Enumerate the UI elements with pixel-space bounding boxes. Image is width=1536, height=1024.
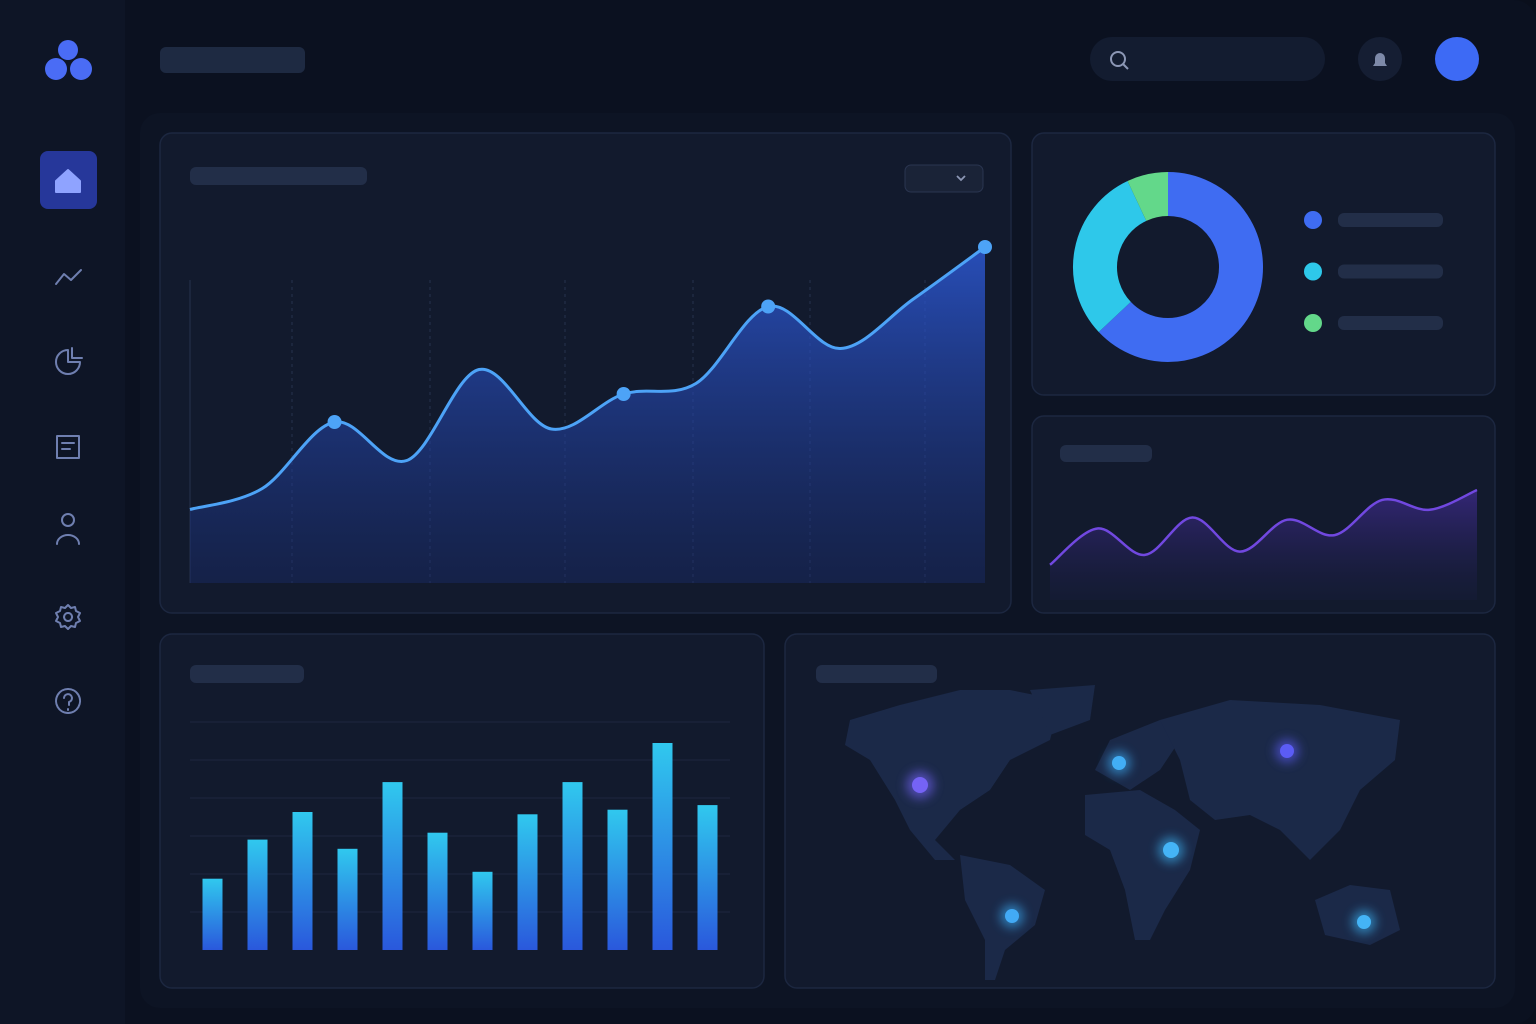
search-lens	[1110, 51, 1126, 67]
bar	[337, 848, 358, 950]
map-point[interactable]	[1112, 756, 1126, 770]
map-point[interactable]	[912, 777, 928, 793]
donut-segment	[1073, 181, 1148, 333]
title-placeholder	[1060, 445, 1152, 462]
avatar[interactable]	[1435, 37, 1479, 81]
dropdown[interactable]	[904, 164, 984, 193]
map-point[interactable]	[1280, 744, 1294, 758]
legend-swatch	[1304, 211, 1322, 229]
continent	[1085, 790, 1200, 940]
map-point[interactable]	[1005, 909, 1019, 923]
dropdown-chevron	[956, 175, 966, 182]
point	[978, 240, 992, 254]
legend-swatch	[1304, 314, 1322, 332]
bar	[382, 782, 403, 950]
bar	[202, 878, 223, 950]
point	[761, 299, 776, 314]
continent	[1030, 685, 1095, 735]
bar	[697, 805, 718, 950]
trend-icon[interactable]	[55, 269, 82, 285]
donut-segment	[1127, 172, 1169, 222]
report-icon[interactable]	[56, 435, 80, 459]
bar	[472, 871, 493, 950]
logo-dot	[58, 40, 78, 60]
title-placeholder	[190, 665, 304, 683]
legend-placeholder	[1338, 316, 1443, 330]
continent	[1160, 700, 1400, 860]
title-placeholder	[816, 665, 937, 683]
search-icon	[1110, 51, 1129, 70]
user-icon[interactable]	[56, 513, 80, 545]
search-handle	[1122, 63, 1129, 70]
map-point[interactable]	[1163, 842, 1179, 858]
legend-swatch	[1304, 262, 1322, 281]
bar	[427, 832, 448, 950]
area	[1050, 490, 1477, 600]
map-points	[906, 739, 1376, 934]
home-icon[interactable]	[55, 169, 81, 193]
help-icon[interactable]	[55, 688, 82, 714]
nav-icons	[55, 169, 83, 714]
logo-dot	[70, 58, 92, 80]
bar	[652, 743, 673, 950]
legend-placeholder	[1338, 213, 1443, 227]
bar	[562, 782, 583, 950]
map-point[interactable]	[1357, 915, 1371, 929]
bar	[292, 812, 313, 950]
point	[616, 387, 631, 401]
bar	[607, 809, 628, 950]
bar	[247, 839, 268, 950]
point	[327, 415, 342, 429]
title-placeholder	[190, 167, 367, 185]
donut-segment	[1098, 172, 1263, 362]
charts	[189, 172, 1478, 950]
bar	[517, 814, 538, 950]
logo-dot	[45, 58, 67, 80]
pie-icon[interactable]	[55, 347, 83, 375]
area	[190, 247, 985, 583]
world-map	[845, 685, 1400, 980]
line	[1049, 488, 1478, 566]
bell-icon	[1373, 53, 1387, 68]
continent	[845, 690, 1060, 860]
settings-icon[interactable]	[55, 604, 81, 630]
search-box[interactable]	[1090, 37, 1325, 81]
header-placeholder	[160, 47, 305, 73]
placeholders	[190, 167, 1152, 683]
legend-placeholder	[1338, 264, 1443, 279]
logo	[45, 40, 92, 80]
